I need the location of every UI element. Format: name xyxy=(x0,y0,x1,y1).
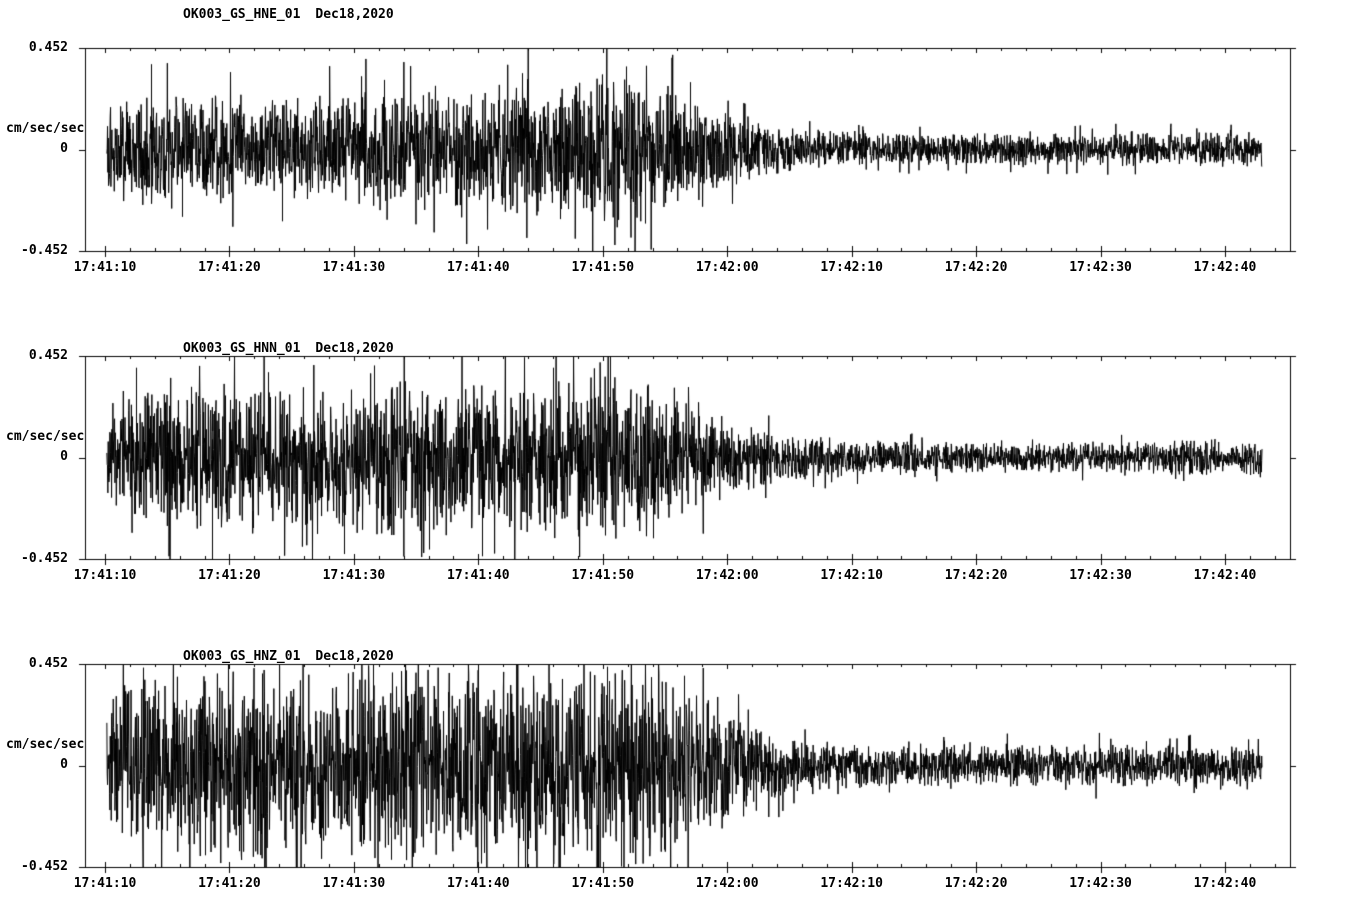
x-tick-label: 17:42:00 xyxy=(695,876,759,891)
x-tick-label: 17:41:30 xyxy=(322,876,386,891)
x-tick-label: 17:42:20 xyxy=(944,568,1008,583)
x-tick-label: 17:42:40 xyxy=(1193,876,1257,891)
x-tick-label: 17:42:10 xyxy=(820,260,883,275)
y-axis-unit-label: cm/sec/sec xyxy=(6,737,85,752)
y-axis-unit-label: cm/sec/sec xyxy=(6,429,85,444)
x-tick-label: 17:41:10 xyxy=(73,876,137,891)
trace-title: OK003_GS_HNN_01 Dec18,2020 xyxy=(183,341,394,356)
trace-title: OK003_GS_HNZ_01 Dec18,2020 xyxy=(183,649,394,664)
x-tick-label: 17:42:00 xyxy=(695,260,759,275)
x-tick-label: 17:41:50 xyxy=(571,876,635,891)
x-tick-label: 17:41:20 xyxy=(198,260,261,275)
x-tick-label: 17:42:20 xyxy=(944,876,1008,891)
trace-date: Dec18,2020 xyxy=(315,341,394,356)
x-tick-label: 17:42:10 xyxy=(820,568,883,583)
x-tick-label: 17:41:50 xyxy=(571,260,635,275)
waveform-canvas-hne xyxy=(0,0,1358,308)
station-channel-label: OK003_GS_HNE_01 xyxy=(183,7,301,22)
seismogram-panel-hnn: OK003_GS_HNN_01 Dec18,2020 cm/sec/sec 0.4… xyxy=(0,308,1358,616)
y-tick-zero: 0 xyxy=(60,449,68,464)
x-tick-label: 17:41:40 xyxy=(447,876,510,891)
station-channel-label: OK003_GS_HNN_01 xyxy=(183,341,301,356)
y-tick-max: 0.452 xyxy=(28,40,68,55)
y-tick-min: -0.452 xyxy=(21,859,68,874)
y-tick-min: -0.452 xyxy=(21,551,68,566)
waveform-canvas-hnz xyxy=(0,616,1358,924)
x-tick-label: 17:41:30 xyxy=(322,568,386,583)
y-tick-zero: 0 xyxy=(60,141,68,156)
trace-title: OK003_GS_HNE_01 Dec18,2020 xyxy=(183,7,394,22)
y-tick-max: 0.452 xyxy=(28,656,68,671)
station-channel-label: OK003_GS_HNZ_01 xyxy=(183,649,301,664)
waveform-canvas-hnn xyxy=(0,308,1358,616)
x-tick-label: 17:41:10 xyxy=(73,568,137,583)
x-tick-label: 17:41:40 xyxy=(447,260,510,275)
y-tick-max: 0.452 xyxy=(28,348,68,363)
x-tick-label: 17:42:20 xyxy=(944,260,1008,275)
trace-date: Dec18,2020 xyxy=(315,7,394,22)
seismogram-panel-hnz: OK003_GS_HNZ_01 Dec18,2020 cm/sec/sec 0.4… xyxy=(0,616,1358,924)
trace-date: Dec18,2020 xyxy=(315,649,394,664)
x-tick-label: 17:41:20 xyxy=(198,876,261,891)
x-tick-label: 17:41:30 xyxy=(322,260,386,275)
x-tick-label: 17:42:30 xyxy=(1069,260,1132,275)
x-tick-label: 17:41:10 xyxy=(73,260,137,275)
y-tick-min: -0.452 xyxy=(21,243,68,258)
y-tick-zero: 0 xyxy=(60,757,68,772)
x-tick-label: 17:41:40 xyxy=(447,568,510,583)
x-tick-label: 17:42:30 xyxy=(1069,568,1132,583)
seismogram-panel-hne: OK003_GS_HNE_01 Dec18,2020 cm/sec/sec 0.4… xyxy=(0,0,1358,308)
x-tick-label: 17:41:50 xyxy=(571,568,635,583)
x-tick-label: 17:42:00 xyxy=(695,568,759,583)
x-tick-label: 17:42:10 xyxy=(820,876,883,891)
x-tick-label: 17:42:40 xyxy=(1193,260,1257,275)
x-tick-label: 17:41:20 xyxy=(198,568,261,583)
x-tick-label: 17:42:40 xyxy=(1193,568,1257,583)
y-axis-unit-label: cm/sec/sec xyxy=(6,121,85,136)
x-tick-label: 17:42:30 xyxy=(1069,876,1132,891)
